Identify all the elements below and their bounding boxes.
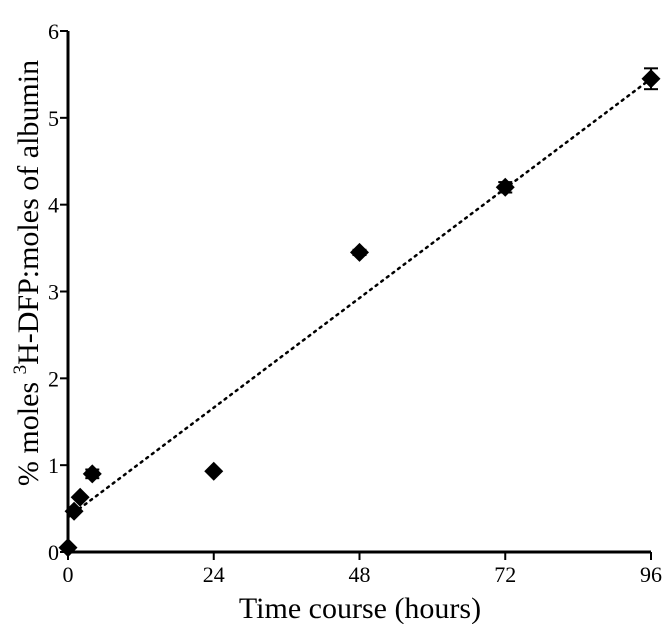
data-point bbox=[64, 501, 84, 521]
x-tick-label: 48 bbox=[349, 562, 371, 587]
x-tick-label: 96 bbox=[640, 562, 662, 587]
y-axis-title: % moles 3H-DFP:moles of albumin bbox=[10, 60, 45, 486]
y-tick-label: 1 bbox=[48, 453, 59, 478]
x-tick-label: 72 bbox=[494, 562, 516, 587]
x-tick-label: 0 bbox=[63, 562, 74, 587]
y-tick-label: 5 bbox=[48, 106, 59, 131]
data-point bbox=[641, 69, 661, 89]
data-point bbox=[204, 461, 224, 481]
x-ticks: 0 24 48 72 96 bbox=[63, 552, 662, 587]
y-axis-title-suffix: H-DFP:moles of albumin bbox=[12, 60, 45, 365]
y-tick-label: 4 bbox=[48, 193, 59, 218]
y-axis-title-prefix: % moles bbox=[12, 374, 45, 486]
y-tick-label: 3 bbox=[48, 280, 59, 305]
data-point bbox=[495, 177, 515, 197]
y-axis-title-superscript: 3 bbox=[10, 365, 31, 375]
data-point bbox=[70, 487, 90, 507]
axes bbox=[66, 31, 651, 554]
data-point bbox=[58, 538, 78, 558]
x-axis-title: Time course (hours) bbox=[239, 592, 481, 624]
x-tick-label: 24 bbox=[203, 562, 225, 587]
y-tick-label: 0 bbox=[48, 540, 59, 565]
y-tick-label: 2 bbox=[48, 366, 59, 391]
data-point bbox=[350, 242, 369, 262]
trendline bbox=[66, 77, 653, 519]
y-tick-label: 6 bbox=[48, 19, 59, 44]
data-point bbox=[82, 464, 102, 484]
data-points bbox=[58, 67, 661, 558]
y-ticks: 0 1 2 3 4 5 6 bbox=[48, 19, 68, 565]
